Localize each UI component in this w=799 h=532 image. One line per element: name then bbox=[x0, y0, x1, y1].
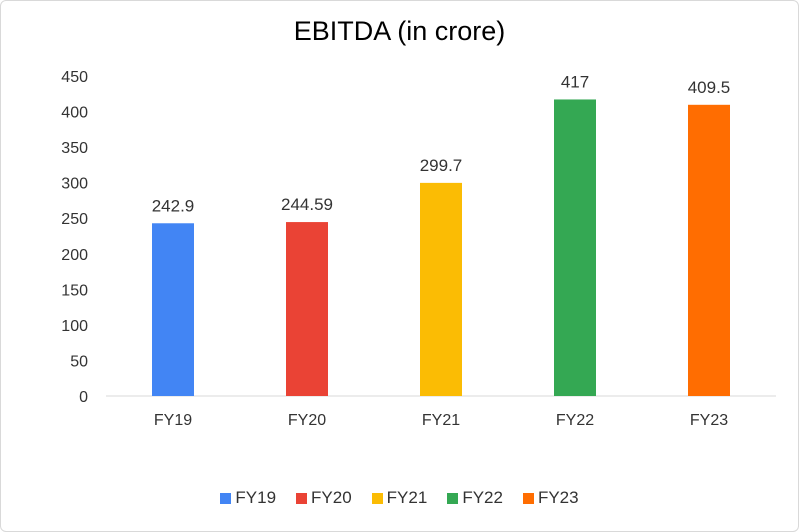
data-label: 409.5 bbox=[688, 78, 731, 97]
legend-swatch bbox=[522, 492, 534, 504]
legend-swatch bbox=[371, 492, 383, 504]
y-tick-label: 350 bbox=[61, 140, 88, 157]
y-tick-label: 450 bbox=[61, 69, 88, 86]
legend-item: FY23 bbox=[522, 488, 579, 508]
chart-legend: FY19 FY20 FY21 FY22 FY23 bbox=[0, 488, 799, 508]
x-tick-label: FY21 bbox=[422, 412, 460, 429]
y-tick-label: 50 bbox=[70, 353, 88, 370]
y-tick-label: 0 bbox=[79, 389, 88, 406]
data-label: 242.9 bbox=[152, 196, 195, 215]
y-tick-label: 200 bbox=[61, 247, 88, 264]
y-tick-label: 300 bbox=[61, 176, 88, 193]
chart-title: EBITDA (in crore) bbox=[293, 16, 506, 46]
legend-item: FY22 bbox=[447, 488, 503, 508]
legend-label: FY21 bbox=[386, 488, 428, 507]
y-tick-label: 150 bbox=[61, 282, 88, 299]
legend-item: FY19 bbox=[220, 488, 276, 508]
x-tick-label: FY22 bbox=[556, 412, 594, 429]
bar-fy22 bbox=[554, 99, 596, 396]
y-tick-label: 100 bbox=[61, 318, 88, 335]
legend-label: FY20 bbox=[311, 488, 352, 507]
y-tick-label: 250 bbox=[61, 211, 88, 228]
x-tick-label: FY19 bbox=[154, 412, 192, 429]
bar-fy21 bbox=[420, 182, 462, 396]
legend-item: FY21 bbox=[371, 488, 428, 508]
legend-label: FY22 bbox=[462, 488, 503, 507]
legend-item: FY20 bbox=[296, 488, 352, 508]
legend-label: FY19 bbox=[235, 488, 277, 507]
data-label: 299.7 bbox=[420, 156, 463, 175]
bar-fy23 bbox=[688, 104, 730, 397]
x-tick-label: FY23 bbox=[690, 412, 728, 429]
legend-swatch bbox=[296, 492, 308, 504]
bar-fy19 bbox=[152, 223, 194, 396]
legend-swatch bbox=[447, 492, 459, 504]
bar-fy20 bbox=[286, 222, 328, 396]
legend-swatch bbox=[220, 492, 232, 504]
data-label: 244.59 bbox=[281, 195, 333, 214]
y-tick-label: 400 bbox=[61, 105, 88, 122]
data-label: 417 bbox=[561, 72, 589, 91]
legend-label: FY23 bbox=[537, 488, 579, 507]
x-tick-label: FY20 bbox=[288, 412, 326, 429]
